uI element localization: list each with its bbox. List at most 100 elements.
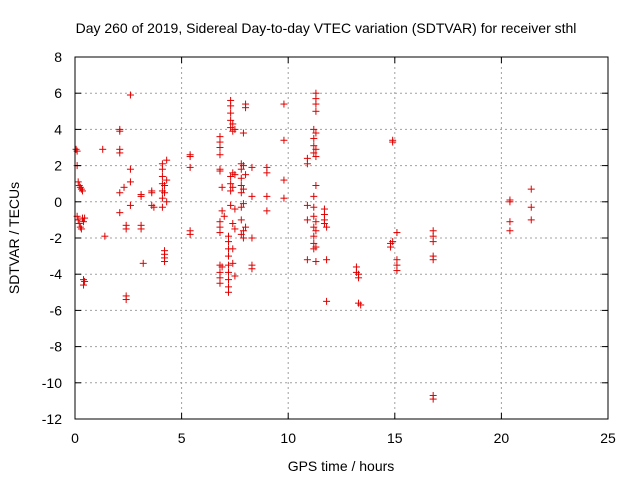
data-point bbox=[231, 125, 239, 133]
data-point bbox=[242, 104, 250, 112]
data-point bbox=[312, 129, 320, 137]
data-point bbox=[429, 256, 437, 264]
data-point bbox=[72, 145, 80, 153]
data-point bbox=[116, 189, 124, 197]
data-point bbox=[216, 279, 224, 287]
data-point bbox=[280, 176, 288, 184]
data-point bbox=[239, 162, 247, 170]
data-point bbox=[312, 182, 320, 190]
grid bbox=[75, 57, 608, 419]
data-point bbox=[239, 234, 247, 242]
data-point bbox=[158, 194, 166, 202]
y-tick-label: 4 bbox=[54, 121, 62, 137]
y-tick-label: -2 bbox=[50, 230, 63, 246]
data-point bbox=[506, 198, 514, 206]
data-point bbox=[227, 109, 235, 117]
data-point bbox=[229, 245, 237, 253]
data-point bbox=[76, 183, 84, 191]
data-point bbox=[225, 276, 233, 284]
data-point bbox=[323, 256, 331, 264]
data-point bbox=[227, 180, 235, 188]
data-point bbox=[323, 223, 331, 231]
data-point bbox=[429, 238, 437, 246]
data-point bbox=[280, 194, 288, 202]
data-point bbox=[527, 185, 535, 193]
y-tick-label: -8 bbox=[50, 339, 63, 355]
data-point bbox=[237, 165, 245, 173]
data-point bbox=[303, 201, 311, 209]
data-point bbox=[312, 107, 320, 115]
data-point bbox=[231, 272, 239, 280]
data-point bbox=[158, 203, 166, 211]
data-point bbox=[74, 216, 82, 224]
data-point bbox=[218, 207, 226, 215]
data-point bbox=[186, 153, 194, 161]
data-point bbox=[216, 151, 224, 159]
data-point bbox=[248, 192, 256, 200]
data-point bbox=[312, 227, 320, 235]
data-point bbox=[231, 171, 239, 179]
data-point bbox=[387, 243, 395, 251]
data-point bbox=[231, 225, 239, 233]
data-point bbox=[312, 100, 320, 108]
data-point bbox=[227, 187, 235, 195]
data-point bbox=[77, 225, 85, 233]
data-point bbox=[312, 218, 320, 226]
data-point bbox=[126, 201, 134, 209]
data-point bbox=[186, 163, 194, 171]
data-point bbox=[237, 230, 245, 238]
data-point bbox=[137, 225, 145, 233]
data-point bbox=[227, 124, 235, 132]
data-point bbox=[126, 91, 134, 99]
data-point bbox=[229, 259, 237, 267]
data-point bbox=[506, 227, 514, 235]
data-point bbox=[393, 229, 401, 237]
data-point bbox=[225, 261, 233, 269]
data-point bbox=[310, 223, 318, 231]
data-point bbox=[227, 116, 235, 124]
x-tick-label: 10 bbox=[280, 430, 296, 446]
data-point bbox=[74, 178, 82, 186]
data-point bbox=[393, 267, 401, 275]
y-tick-label: -12 bbox=[42, 411, 62, 427]
x-axis-label: GPS time / hours bbox=[288, 458, 395, 474]
data-point bbox=[99, 145, 107, 153]
data-point bbox=[116, 127, 124, 135]
data-point bbox=[248, 265, 256, 273]
data-point bbox=[303, 160, 311, 168]
data-point bbox=[229, 220, 237, 228]
data-point bbox=[75, 182, 83, 190]
data-point bbox=[161, 258, 169, 266]
data-point bbox=[242, 223, 250, 231]
data-point bbox=[139, 259, 147, 267]
data-point bbox=[216, 167, 224, 175]
data-point bbox=[303, 256, 311, 264]
chart-title: Day 260 of 2019, Sidereal Day-to-day VTE… bbox=[76, 20, 577, 36]
data-point bbox=[225, 268, 233, 276]
data-point bbox=[355, 274, 363, 282]
data-point bbox=[148, 189, 156, 197]
data-point bbox=[77, 185, 85, 193]
data-point bbox=[216, 229, 224, 237]
data-point bbox=[163, 176, 171, 184]
y-axis-label: SDTVAR / TECUs bbox=[6, 182, 22, 294]
points bbox=[72, 89, 535, 403]
y-tick-label: 0 bbox=[54, 194, 62, 210]
data-point bbox=[237, 189, 245, 197]
data-point bbox=[323, 297, 331, 305]
data-point bbox=[527, 203, 535, 211]
x-tick-label: 20 bbox=[494, 430, 510, 446]
data-point bbox=[310, 125, 318, 133]
data-point bbox=[76, 223, 84, 231]
data-point bbox=[429, 395, 437, 403]
data-point bbox=[389, 238, 397, 246]
data-point bbox=[280, 136, 288, 144]
data-point bbox=[126, 178, 134, 186]
data-point bbox=[227, 172, 235, 180]
data-point bbox=[229, 183, 237, 191]
data-point bbox=[310, 203, 318, 211]
data-point bbox=[218, 183, 226, 191]
data-point bbox=[310, 232, 318, 240]
data-point bbox=[150, 203, 158, 211]
